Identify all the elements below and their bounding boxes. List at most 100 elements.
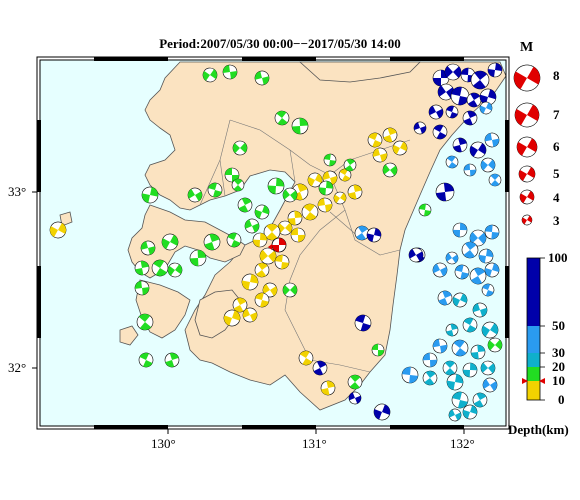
focal-mechanism-icon xyxy=(469,229,487,247)
focal-mechanism-icon xyxy=(444,63,462,81)
focal-mechanism-icon xyxy=(451,339,469,357)
depth-pointer-icon xyxy=(522,378,528,384)
focal-mechanism-icon xyxy=(354,314,372,332)
focal-mechanism-icon xyxy=(373,403,391,421)
focal-mechanism-icon xyxy=(267,177,285,195)
focal-mechanism-icon xyxy=(392,140,408,156)
focal-mechanism-icon xyxy=(274,110,290,126)
focal-mechanism-icon xyxy=(136,313,154,331)
focal-mechanism-icon xyxy=(435,182,455,202)
focal-mechanism-icon xyxy=(470,344,486,360)
focal-mechanism-icon xyxy=(348,391,362,405)
focal-mechanism-icon xyxy=(484,224,500,240)
magnitude-label: 6 xyxy=(553,139,560,154)
magnitude-label: 7 xyxy=(553,107,560,122)
focal-mechanisms xyxy=(49,62,503,422)
focal-mechanism-icon xyxy=(140,240,156,256)
lat-label-32: 32° xyxy=(8,360,27,375)
focal-mechanism-icon xyxy=(469,141,487,159)
focal-mechanism-icon xyxy=(231,178,245,192)
focal-mechanism-icon xyxy=(445,251,459,265)
focal-mechanism-icon xyxy=(470,70,490,90)
focal-mechanism-icon xyxy=(446,373,464,391)
focal-mechanism-icon xyxy=(226,232,242,248)
focal-mechanism-icon xyxy=(488,173,502,187)
focal-mechanism-icon xyxy=(232,297,248,313)
map-frame xyxy=(32,56,510,434)
depth-band-0-10 xyxy=(527,381,540,400)
focal-mechanism-icon xyxy=(461,241,479,259)
focal-mechanism-icon xyxy=(291,117,309,135)
focal-mechanism-icon xyxy=(318,180,334,196)
focal-mechanism-icon xyxy=(479,101,493,115)
focal-mechanism-icon xyxy=(347,374,363,390)
focal-mechanism-icon xyxy=(480,360,496,376)
focal-mechanism-icon xyxy=(323,153,337,167)
focal-mechanism-icon xyxy=(189,249,207,267)
focal-mechanism-icon xyxy=(254,70,270,86)
magnitude-legend-header: M xyxy=(520,40,534,55)
focal-mechanism-icon xyxy=(134,280,150,296)
focal-mechanism-icon xyxy=(242,307,258,323)
focal-mechanism-icon xyxy=(462,362,478,378)
land-honshu xyxy=(298,61,421,83)
focal-mechanism-icon xyxy=(202,67,218,83)
focal-mechanism-icon xyxy=(138,352,154,368)
focal-mechanism-icon xyxy=(254,292,270,308)
focal-mechanism-icon xyxy=(223,309,241,327)
lon-label-130: 130° xyxy=(151,436,176,451)
focal-mechanism-icon xyxy=(481,283,495,297)
magnitude-label: 8 xyxy=(553,68,560,83)
focal-mechanism-icon xyxy=(487,62,503,78)
focal-mechanism-icon xyxy=(437,290,453,306)
magnitude-label: 5 xyxy=(553,166,560,181)
focal-mechanism-icon xyxy=(224,167,240,183)
focal-mechanism-icon xyxy=(445,105,459,119)
magnitude-legend-icon xyxy=(521,214,533,226)
focal-mechanism-icon xyxy=(277,220,293,236)
focal-mechanism-icon xyxy=(401,366,419,384)
focal-mechanism-icon xyxy=(422,370,438,386)
depth-band-10-20 xyxy=(527,367,540,381)
magnitude-legend-icon xyxy=(514,102,540,128)
focal-mechanism-icon xyxy=(413,121,427,135)
prefecture-boundaries xyxy=(199,119,411,373)
magnitude-legend-icon xyxy=(513,64,541,92)
magnitude-legend-icon xyxy=(516,136,538,158)
focal-mechanism-icon xyxy=(203,233,221,251)
focal-mechanism-icon xyxy=(262,282,278,298)
focal-mechanism-icon xyxy=(164,352,180,368)
focal-mechanism-icon xyxy=(482,377,498,393)
focal-mechanism-icon xyxy=(432,262,448,278)
focal-mechanism-icon xyxy=(484,262,500,278)
focal-mechanism-icon xyxy=(317,197,333,213)
depth-label: 50 xyxy=(552,318,565,333)
lon-label-132: 132° xyxy=(450,436,475,451)
land-small-island xyxy=(119,325,139,346)
land-nagasaki xyxy=(127,204,246,279)
focal-mechanism-icon xyxy=(312,360,328,376)
focal-mechanism-icon xyxy=(451,391,469,409)
focal-mechanism-icon xyxy=(462,317,478,333)
depth-pointer-icon xyxy=(539,378,545,384)
focal-mechanism-icon xyxy=(254,204,270,220)
focal-mechanism-icon xyxy=(161,233,179,251)
magnitude-label: 3 xyxy=(553,213,560,228)
focal-mechanism-icon xyxy=(472,392,488,408)
focal-mechanism-icon xyxy=(466,92,482,108)
focal-mechanism-icon xyxy=(237,197,253,213)
focal-mechanism-icon xyxy=(274,254,290,270)
focal-mechanism-icon xyxy=(422,352,438,368)
depth-label: 10 xyxy=(552,373,565,388)
focal-mechanism-icon xyxy=(338,168,352,182)
focal-mechanism-icon xyxy=(263,223,281,241)
focal-mechanism-icon xyxy=(462,404,478,420)
depth-band-30-50 xyxy=(527,326,540,353)
focal-mechanism-icon xyxy=(428,104,444,120)
land-small-island xyxy=(59,211,73,227)
focal-mechanism-icon xyxy=(452,222,468,238)
depth-colorbar xyxy=(522,257,545,401)
focal-mechanism-icon xyxy=(452,137,468,153)
focal-mechanism-icon xyxy=(282,282,298,298)
